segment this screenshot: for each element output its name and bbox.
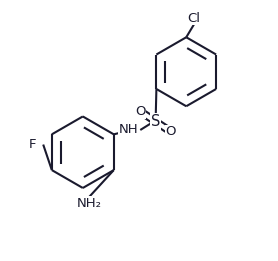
- Text: S: S: [151, 114, 160, 129]
- Text: NH₂: NH₂: [77, 197, 102, 210]
- Text: F: F: [29, 138, 37, 151]
- Text: Cl: Cl: [187, 11, 200, 25]
- Text: NH: NH: [119, 123, 139, 136]
- Text: O: O: [135, 105, 145, 118]
- Text: O: O: [166, 125, 176, 138]
